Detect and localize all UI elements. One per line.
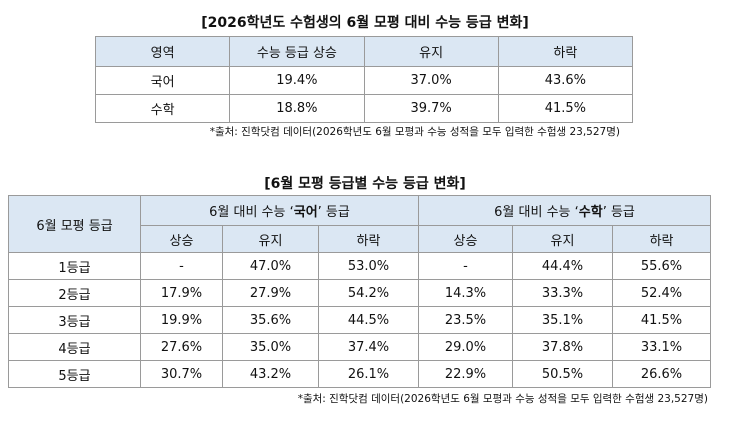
cell: 3등급: [8, 306, 141, 334]
cell: 29.0%: [418, 333, 514, 361]
header-cell: 하락: [612, 225, 712, 253]
header-row: 영역 수능 등급 상승 유지 하락: [94, 36, 634, 67]
cell: 18.8%: [229, 94, 365, 123]
cell: 33.1%: [612, 333, 712, 361]
cell: 37.4%: [317, 333, 420, 361]
table-title: [2026학년도 수험생의 6월 모평 대비 수능 등급 변화]: [201, 15, 529, 31]
cell: 수학: [94, 94, 231, 123]
group-header: 6월 대비 수능 ‘수학’ 등급: [418, 195, 712, 226]
header-subject: 수학: [578, 205, 603, 220]
cell: 52.4%: [612, 279, 712, 307]
cell: 17.9%: [140, 279, 223, 307]
cell: 19.9%: [140, 306, 223, 334]
cell: 41.5%: [497, 94, 634, 123]
table-row: 수학 18.8% 39.7% 41.5%: [94, 94, 634, 123]
cell: 37.8%: [512, 333, 614, 361]
header-row: 상승 유지 하락 상승 유지 하락: [9, 225, 712, 253]
cell: 14.3%: [418, 279, 514, 307]
header-cell: 상승: [418, 225, 514, 253]
header-row: 6월 모평 등급 6월 대비 수능 ‘국어’ 등급 6월 대비 수능 ‘수학’ 등급: [8, 195, 712, 253]
cell: 19.4%: [229, 66, 365, 95]
cell: 44.5%: [317, 306, 420, 334]
header-subject: 국어: [293, 205, 318, 220]
cell: 5등급: [8, 360, 141, 388]
header-cell: 6월 모평 등급: [8, 195, 141, 253]
table-row: 국어 19.4% 37.0% 43.6%: [94, 66, 634, 95]
group-header: 6월 대비 수능 ‘국어’ 등급: [139, 195, 420, 226]
header-cell: 영역: [94, 36, 231, 67]
cell: 2등급: [8, 279, 141, 307]
footnote: *출처: 진학닷컴 데이터(2026학년도 6월 모평과 수능 성적을 모두 입…: [297, 393, 708, 405]
cell: 55.6%: [612, 252, 712, 280]
header-cell: 유지: [363, 36, 499, 67]
table-row: 3등급 19.9% 35.6% 44.5% 23.5% 35.1% 41.5%: [8, 306, 712, 334]
header-cell: 하락: [497, 36, 634, 67]
cell: 43.2%: [222, 360, 319, 388]
cell: 50.5%: [512, 360, 614, 388]
table-row: 5등급 30.7% 43.2% 26.1% 22.9% 50.5% 26.6%: [8, 360, 712, 388]
header-cell: 하락: [317, 225, 420, 253]
table: 6월 모평 등급 6월 대비 수능 ‘국어’ 등급 6월 대비 수능 ‘수학’ 등급…: [8, 195, 712, 388]
cell: 37.0%: [363, 66, 499, 95]
cell: 53.0%: [317, 252, 420, 280]
cell: -: [140, 252, 223, 280]
cell: 54.2%: [317, 279, 420, 307]
header-cell: 상승: [140, 225, 223, 253]
header-cell: 수능 등급 상승: [229, 36, 365, 67]
header-text: ’ 등급: [317, 205, 350, 220]
cell: 41.5%: [612, 306, 712, 334]
header-text: 6월 대비 수능 ‘: [209, 205, 294, 220]
cell: 23.5%: [418, 306, 514, 334]
cell: 35.1%: [512, 306, 614, 334]
cell: 33.3%: [512, 279, 614, 307]
cell: 30.7%: [140, 360, 223, 388]
cell: 27.9%: [222, 279, 319, 307]
cell: 35.0%: [222, 333, 319, 361]
header-text: 6월 대비 수능 ‘: [494, 205, 579, 220]
cell: 26.6%: [612, 360, 712, 388]
header-cell: 유지: [222, 225, 319, 253]
cell: 국어: [94, 66, 231, 95]
cell: 47.0%: [222, 252, 319, 280]
footnote: *출처: 진학닷컴 데이터(2026학년도 6월 모평과 수능 성적을 모두 입…: [209, 126, 620, 138]
header-text: ’ 등급: [602, 205, 635, 220]
table-title: [6월 모평 등급별 수능 등급 변화]: [264, 176, 466, 192]
cell: 22.9%: [418, 360, 514, 388]
cell: 4등급: [8, 333, 141, 361]
cell: 39.7%: [363, 94, 499, 123]
cell: 1등급: [8, 252, 141, 280]
cell: 27.6%: [140, 333, 223, 361]
cell: 26.1%: [317, 360, 420, 388]
cell: 35.6%: [222, 306, 319, 334]
table-row: 2등급 17.9% 27.9% 54.2% 14.3% 33.3% 52.4%: [8, 279, 712, 307]
cell: 43.6%: [497, 66, 634, 95]
cell: -: [418, 252, 514, 280]
table: 영역 수능 등급 상승 유지 하락 국어 19.4% 37.0% 43.6% 수학 18.8% 39…: [94, 36, 634, 123]
cell: 44.4%: [512, 252, 614, 280]
table-row: 1등급 -47.0% 53.0% -44.4% 55.6%: [8, 252, 712, 280]
header-cell: 유지: [512, 225, 614, 253]
table-row: 4등급 27.6% 35.0% 37.4% 29.0% 37.8% 33.1%: [8, 333, 712, 361]
